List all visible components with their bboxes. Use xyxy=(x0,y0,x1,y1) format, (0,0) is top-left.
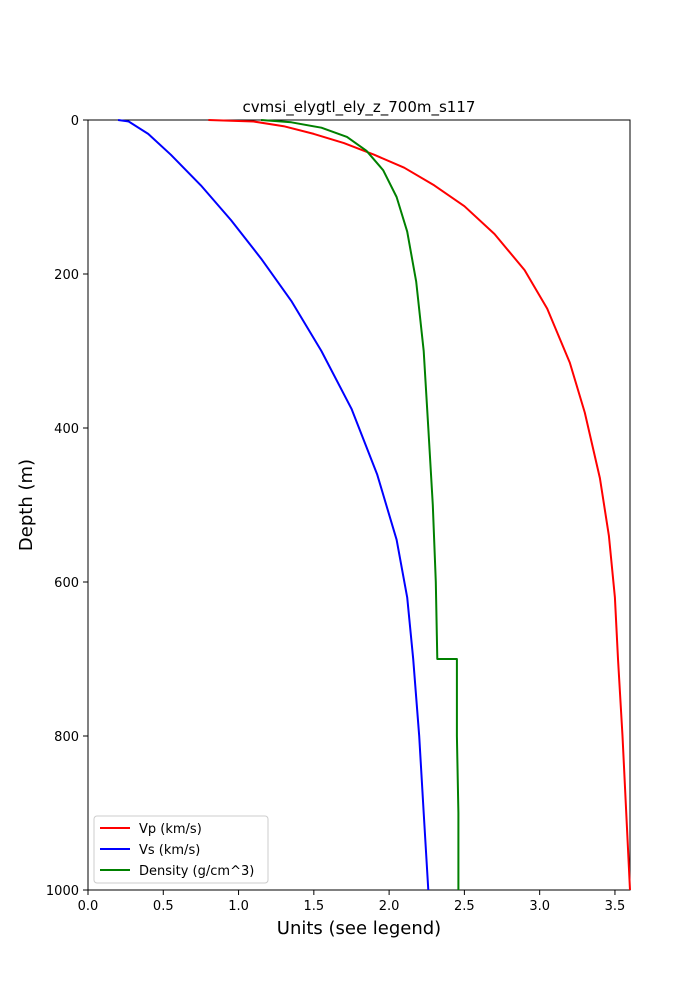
plot-frame xyxy=(87,119,631,891)
x-axis: 0.0 0.5 1.0 1.5 2.0 2.5 3.0 3.5 xyxy=(78,890,626,914)
y-tick-label: 0 xyxy=(71,114,79,129)
y-axis-label: Depth (m) xyxy=(16,459,37,551)
y-tick-label: 800 xyxy=(54,730,79,745)
y-tick-label: 400 xyxy=(54,422,79,437)
x-tick-label: 0.5 xyxy=(153,899,174,914)
series-line-1 xyxy=(208,119,631,891)
series-line-2 xyxy=(117,119,430,891)
x-tick-label: 1.0 xyxy=(228,899,249,914)
legend-label-3: Density (g/cm^3) xyxy=(139,864,254,879)
legend-label-1: Vp (km/s) xyxy=(139,822,202,837)
y-axis: 0 200 400 600 800 1000 xyxy=(46,114,88,899)
series-line-3 xyxy=(261,119,460,890)
x-tick-label: 3.0 xyxy=(529,899,550,914)
y-tick-label: 1000 xyxy=(46,884,79,899)
legend-box xyxy=(93,815,269,884)
legend-label-2: Vs (km/s) xyxy=(139,843,200,858)
legend: Vp (km/s) Vs (km/s) Density (g/cm^3) xyxy=(93,815,269,884)
chart-title: cvmsi_elygtl_ely_z_700m_s117 xyxy=(243,98,476,117)
x-tick-label: 0.0 xyxy=(78,899,99,914)
y-tick-label: 600 xyxy=(54,576,79,591)
y-tick-label: 200 xyxy=(54,268,79,283)
x-tick-label: 2.0 xyxy=(379,899,400,914)
series-layer xyxy=(117,119,631,891)
x-axis-label: Units (see legend) xyxy=(277,918,441,939)
x-tick-label: 3.5 xyxy=(605,899,626,914)
x-tick-label: 2.5 xyxy=(454,899,475,914)
x-tick-label: 1.5 xyxy=(303,899,324,914)
